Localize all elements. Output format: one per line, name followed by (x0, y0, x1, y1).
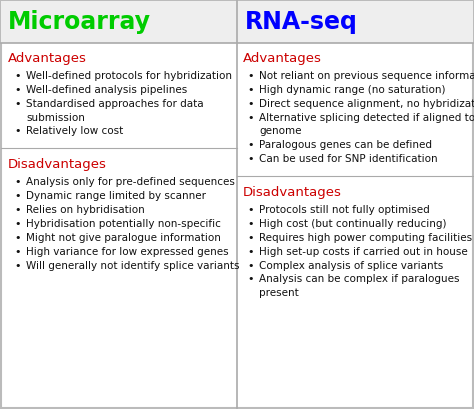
Text: High cost (but continually reducing): High cost (but continually reducing) (259, 219, 447, 229)
Text: •: • (14, 261, 20, 271)
Text: Disadvantages: Disadvantages (243, 186, 342, 199)
Text: Requires high power computing facilities: Requires high power computing facilities (259, 233, 472, 243)
Text: •: • (14, 71, 20, 81)
Text: •: • (247, 274, 254, 285)
Text: present: present (259, 288, 299, 299)
Text: •: • (247, 112, 254, 123)
Text: Advantages: Advantages (8, 52, 87, 65)
Text: Disadvantages: Disadvantages (8, 158, 107, 171)
Text: •: • (247, 140, 254, 151)
Text: Might not give paralogue information: Might not give paralogue information (26, 233, 221, 243)
Text: •: • (14, 247, 20, 257)
Text: Analysis only for pre-defined sequences: Analysis only for pre-defined sequences (26, 178, 235, 187)
Text: Relatively low cost: Relatively low cost (26, 126, 123, 137)
Text: •: • (14, 178, 20, 187)
Text: Dynamic range limited by scanner: Dynamic range limited by scanner (26, 191, 206, 201)
Text: Hybridisation potentially non-specific: Hybridisation potentially non-specific (26, 219, 221, 229)
Text: •: • (14, 85, 20, 95)
Text: •: • (14, 233, 20, 243)
Text: Not reliant on previous sequence information: Not reliant on previous sequence informa… (259, 71, 474, 81)
Text: Protocols still not fully optimised: Protocols still not fully optimised (259, 205, 430, 215)
Text: genome: genome (259, 126, 301, 137)
Text: •: • (247, 71, 254, 81)
Text: •: • (14, 191, 20, 201)
Text: submission: submission (26, 112, 85, 123)
Bar (1, 1, 473, 43)
Text: •: • (247, 99, 254, 109)
Text: Paralogous genes can be defined: Paralogous genes can be defined (259, 140, 432, 151)
Text: •: • (14, 219, 20, 229)
Text: Complex analysis of splice variants: Complex analysis of splice variants (259, 261, 443, 271)
Text: •: • (247, 85, 254, 95)
Text: •: • (14, 126, 20, 137)
Text: Alternative splicing detected if aligned to: Alternative splicing detected if aligned… (259, 112, 474, 123)
Text: Advantages: Advantages (243, 52, 322, 65)
Text: •: • (247, 247, 254, 257)
Text: Well-defined analysis pipelines: Well-defined analysis pipelines (26, 85, 187, 95)
Text: Microarray: Microarray (8, 10, 151, 34)
Text: •: • (14, 205, 20, 215)
Text: Well-defined protocols for hybridization: Well-defined protocols for hybridization (26, 71, 232, 81)
Text: Will generally not identify splice variants: Will generally not identify splice varia… (26, 261, 239, 271)
Text: High set-up costs if carried out in house: High set-up costs if carried out in hous… (259, 247, 468, 257)
Text: •: • (247, 154, 254, 164)
Text: Relies on hybridisation: Relies on hybridisation (26, 205, 145, 215)
Text: •: • (247, 219, 254, 229)
Text: •: • (247, 233, 254, 243)
Text: Analysis can be complex if paralogues: Analysis can be complex if paralogues (259, 274, 459, 285)
Text: Can be used for SNP identification: Can be used for SNP identification (259, 154, 438, 164)
Text: High variance for low expressed genes: High variance for low expressed genes (26, 247, 228, 257)
Text: •: • (247, 261, 254, 271)
Text: •: • (14, 99, 20, 109)
Text: Standardised approaches for data: Standardised approaches for data (26, 99, 204, 109)
Text: High dynamic range (no saturation): High dynamic range (no saturation) (259, 85, 446, 95)
Text: Direct sequence alignment, no hybridization: Direct sequence alignment, no hybridizat… (259, 99, 474, 109)
Text: RNA-seq: RNA-seq (245, 10, 358, 34)
Text: •: • (247, 205, 254, 215)
